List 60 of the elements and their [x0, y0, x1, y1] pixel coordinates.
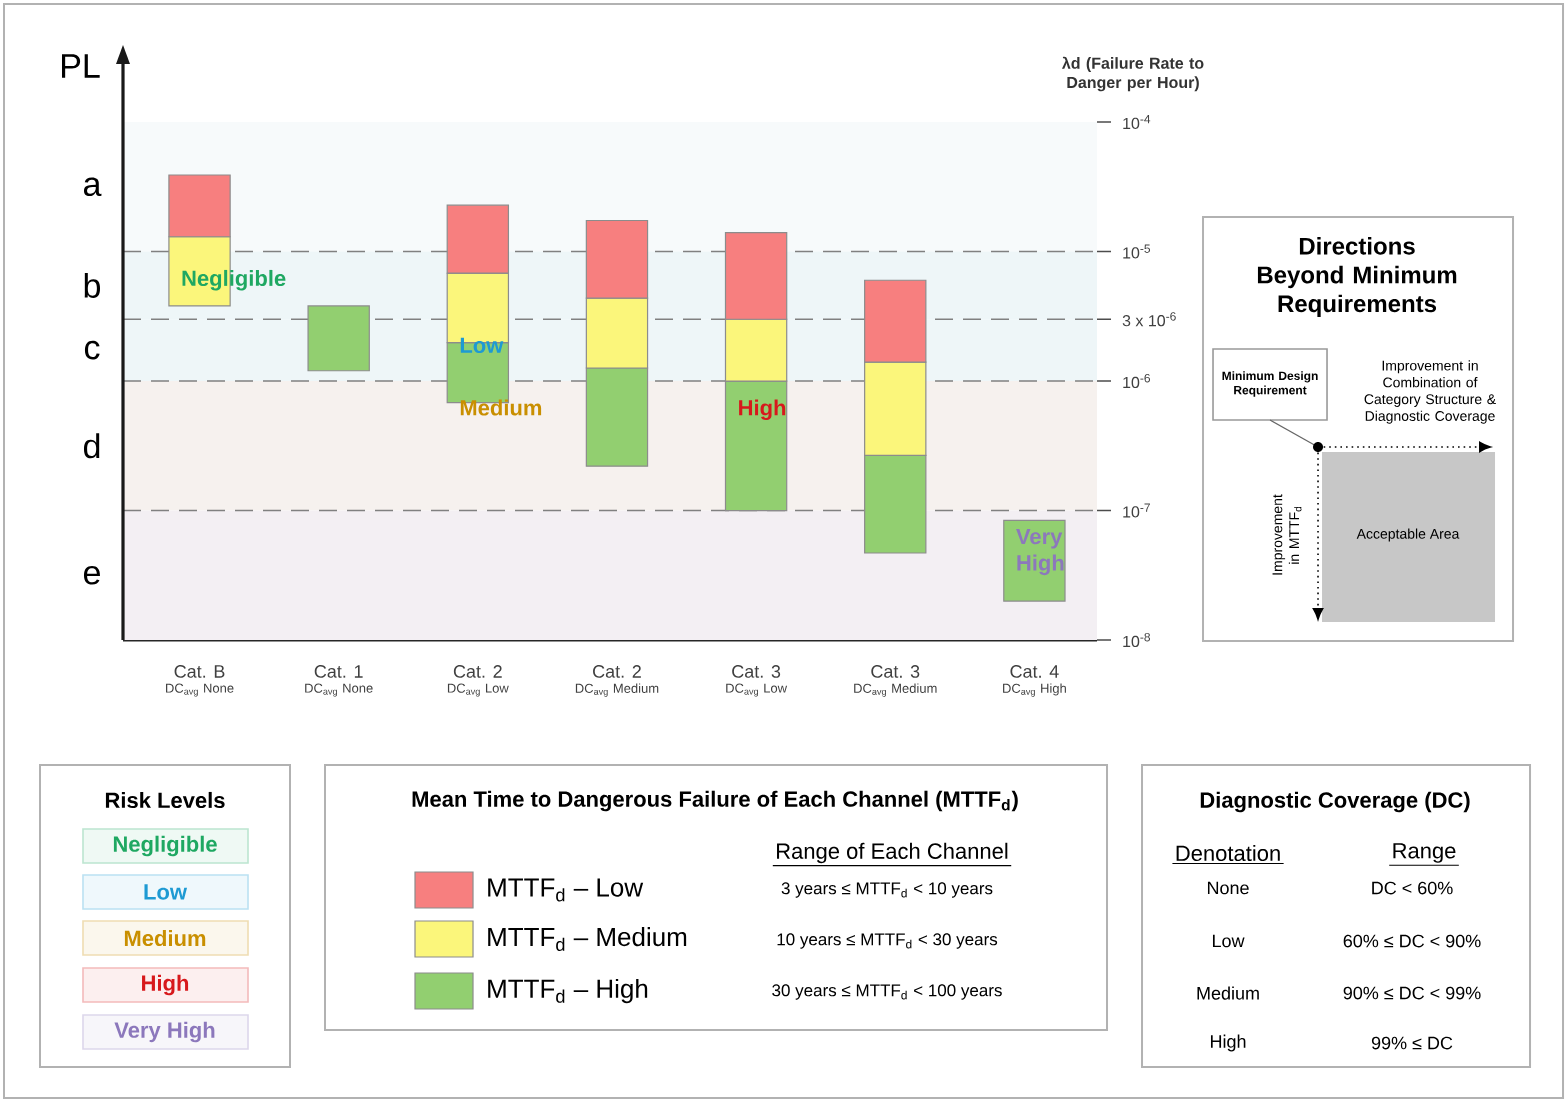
x-tick-label: Cat. 2 [593, 665, 641, 678]
annotation: Medium [460, 399, 542, 416]
text: Minimum Design Requirement [1222, 371, 1318, 397]
text: DC$_{avg}$ Medium [575, 683, 659, 697]
text: Very High [114, 1021, 215, 1043]
annotation: High [739, 399, 786, 421]
text: DC$_{avg}$ None [305, 683, 373, 697]
x-tick-label: Cat. 1 [314, 665, 363, 678]
text: 90% ≤ DC < 99% [1343, 986, 1481, 1000]
annotation: Very High [1016, 528, 1064, 576]
text: 99% ≤ DC [1371, 1036, 1453, 1050]
text: DC$_{avg}$ Low [447, 683, 509, 697]
text: Low [1212, 934, 1245, 948]
text: DC$_{avg}$ Low [726, 683, 788, 697]
text: Improvement in MTTF$_{d}$ [1272, 494, 1302, 575]
y-tick-label: 10$^{-7}$ [1123, 503, 1150, 518]
text: Range [1393, 843, 1456, 863]
text: 60% ≤ DC < 90% [1343, 934, 1481, 948]
y-tick-label: 10$^{-5}$ [1123, 244, 1151, 259]
text: Risk Levels [105, 791, 225, 809]
text: High [142, 974, 189, 996]
band-label: c [84, 340, 100, 360]
text: Denotation [1176, 844, 1280, 862]
legend-label: MTTF$_{d}$ – Medium [488, 927, 687, 951]
text: None [1207, 881, 1249, 895]
text: DC$_{avg}$ High [1003, 683, 1066, 697]
text: DC < 60% [1372, 881, 1453, 895]
text: Medium [124, 929, 206, 947]
y-tick-label: 10$^{-6}$ [1123, 373, 1151, 389]
text: High [1210, 1034, 1246, 1052]
text: Range of Each Channel [777, 842, 1008, 864]
legend-title: Mean Time to Dangerous Failure of Each Channel (MTTF$_{d}$) [412, 790, 1018, 812]
y-tick-label: 3 x 10$^{-6}$ [1122, 312, 1176, 327]
x-tick-label: Cat. 3 [871, 665, 920, 678]
text: Medium [1197, 986, 1259, 1000]
text: PL [62, 54, 100, 78]
text: Acceptable Area [1356, 528, 1460, 542]
band-label: b [84, 272, 101, 298]
text: Improvement in Combination of Category Structure & Diagnostic Coverage [1364, 360, 1496, 424]
x-tick-label: Cat. 3 [732, 665, 781, 678]
text: Diagnostic Coverage (DC) [1200, 791, 1470, 813]
text: 3 years ≤ MTTF$_{d}$ < 10 years [781, 882, 993, 898]
y-axis-title: λd (Failure Rate to Danger per Hour) [1061, 56, 1204, 92]
legend-label: MTTF$_{d}$ – Low [488, 878, 644, 902]
band-label: d [83, 433, 100, 459]
text: 30 years ≤ MTTF$_{d}$ < 100 years [772, 984, 1002, 1000]
text: Directions Beyond Minimum Requirements [1257, 237, 1457, 317]
y-tick-label: 10$^{-8}$ [1123, 632, 1151, 648]
x-tick-label: Cat. 2 [453, 665, 502, 678]
x-tick-label: Cat. 4 [1010, 665, 1059, 678]
text: 10 years ≤ MTTF$_{d}$ < 30 years [777, 933, 998, 949]
text: Low [144, 884, 188, 900]
text: DC$_{avg}$ None [166, 683, 234, 697]
x-tick-label: Cat. B [174, 665, 225, 678]
band-label: a [83, 177, 102, 197]
text: Negligible [113, 835, 217, 857]
legend-label: MTTF$_{d}$ – High [488, 978, 648, 1004]
text: DC$_{avg}$ Medium [854, 683, 937, 697]
band-label: e [83, 565, 100, 585]
y-tick-label: 10$^{-4}$ [1123, 115, 1151, 130]
